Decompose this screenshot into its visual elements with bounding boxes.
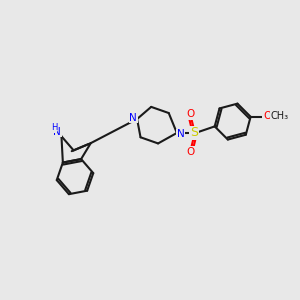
Text: N: N — [129, 112, 137, 123]
Text: S: S — [190, 127, 198, 140]
Text: CH₃: CH₃ — [271, 111, 289, 121]
Text: N: N — [177, 129, 184, 139]
Text: N: N — [53, 127, 61, 137]
Text: O: O — [263, 111, 271, 121]
Text: H: H — [51, 123, 57, 132]
Text: O: O — [187, 110, 195, 119]
Text: O: O — [187, 146, 195, 157]
